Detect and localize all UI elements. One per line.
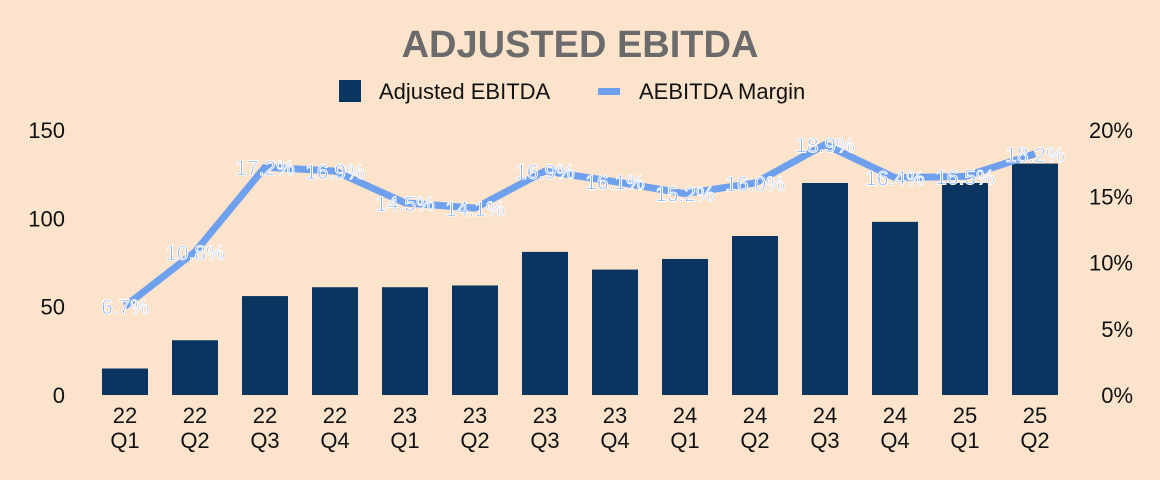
margin-data-label: 18.2% [1005, 144, 1065, 167]
left-axis-tick: 50 [41, 295, 65, 320]
x-axis-tick: Q1 [950, 428, 979, 453]
margin-data-label: 17.2% [235, 157, 295, 180]
x-axis-tick: 23 [393, 403, 417, 428]
margin-data-label: 18.9% [795, 135, 855, 158]
margin-data-label: 16.9% [515, 161, 575, 184]
margin-data-label: 6.7% [101, 296, 149, 319]
margin-labels: 6.7% 10.8% 17.2% 16.9% 14.5% 14.1% 16.9% 16.1% 1… [101, 134, 1066, 320]
x-axis-tick: 23 [533, 403, 557, 428]
line-aebitda-margin [122, 141, 1037, 309]
x-axis-tick: 22 [253, 403, 277, 428]
bar-adjusted-ebitda [102, 368, 148, 395]
margin-data-label: 10.8% [165, 242, 225, 265]
bar-adjusted-ebitda [662, 258, 708, 395]
margin-data-label: 16.9% [305, 161, 365, 184]
margin-data-label: 16.1% [585, 172, 645, 195]
right-axis-tick: 20% [1089, 118, 1133, 143]
x-axis-tick: 24 [673, 403, 697, 428]
bar-adjusted-ebitda [802, 183, 848, 395]
x-axis-tick: Q1 [670, 428, 699, 453]
left-axis-tick: 100 [28, 206, 65, 231]
x-axis-tick: 23 [603, 403, 627, 428]
x-axis-tick: Q1 [390, 428, 419, 453]
right-axis-tick: 5% [1101, 317, 1133, 342]
bar-adjusted-ebitda [312, 287, 358, 395]
margin-data-label: 15.2% [655, 184, 715, 207]
legend: Adjusted EBITDA AEBITDA Margin [339, 79, 805, 104]
legend-label-bar: Adjusted EBITDA [379, 79, 551, 104]
x-axis-tick: Q4 [600, 428, 629, 453]
bar-adjusted-ebitda [1012, 163, 1058, 395]
x-axis: 22Q122Q222Q322Q423Q123Q223Q323Q424Q124Q2… [110, 403, 1049, 453]
bars [102, 163, 1058, 395]
right-axis-tick: 15% [1089, 184, 1133, 209]
margin-line [122, 141, 1037, 309]
bar-adjusted-ebitda [522, 251, 568, 395]
right-axis-tick: 0% [1101, 383, 1133, 408]
x-axis-tick: Q2 [460, 428, 489, 453]
left-axis-tick: 0 [53, 383, 65, 408]
legend-swatch-line [598, 88, 620, 95]
bar-adjusted-ebitda [732, 236, 778, 395]
right-axis: 0% 5% 10% 15% 20% [1089, 118, 1133, 408]
margin-data-label: 16.5% [935, 166, 995, 189]
bar-adjusted-ebitda [942, 183, 988, 395]
x-axis-tick: 24 [743, 403, 767, 428]
x-axis-tick: Q1 [110, 428, 139, 453]
margin-data-label: 16.0% [725, 173, 785, 196]
x-axis-tick: 25 [1023, 403, 1047, 428]
bar-adjusted-ebitda [452, 285, 498, 395]
x-axis-tick: Q2 [180, 428, 209, 453]
bar-adjusted-ebitda [382, 287, 428, 395]
right-axis-tick: 10% [1089, 251, 1133, 276]
x-axis-tick: Q3 [530, 428, 559, 453]
x-axis-tick: 24 [813, 403, 837, 428]
x-axis-tick: 25 [953, 403, 977, 428]
x-axis-tick: Q2 [740, 428, 769, 453]
x-axis-tick: Q4 [320, 428, 349, 453]
x-axis-tick: Q3 [250, 428, 279, 453]
x-axis-tick: 22 [113, 403, 137, 428]
margin-data-label: 16.4% [865, 168, 925, 191]
bar-adjusted-ebitda [872, 221, 918, 395]
chart-title: ADJUSTED EBITDA [402, 24, 759, 66]
x-axis-tick: Q3 [810, 428, 839, 453]
x-axis-tick: Q2 [1020, 428, 1049, 453]
bar-adjusted-ebitda [172, 340, 218, 395]
x-axis-tick: 23 [463, 403, 487, 428]
bar-adjusted-ebitda [592, 269, 638, 395]
legend-swatch-bar [339, 80, 361, 102]
margin-data-label: 14.5% [375, 193, 435, 216]
x-axis-tick: Q4 [880, 428, 909, 453]
x-axis-tick: 22 [323, 403, 347, 428]
x-axis-tick: 24 [883, 403, 907, 428]
left-axis: 0 50 100 150 [28, 118, 65, 408]
bar-adjusted-ebitda [242, 296, 288, 395]
left-axis-tick: 150 [28, 118, 65, 143]
legend-label-line: AEBITDA Margin [639, 79, 805, 104]
margin-data-label: 14.1% [445, 198, 505, 221]
x-axis-tick: 22 [183, 403, 207, 428]
